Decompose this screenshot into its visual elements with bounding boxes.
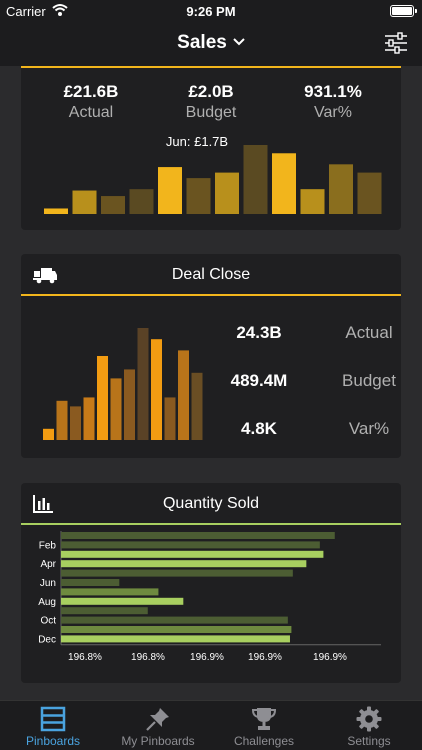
- carrier-label: Carrier: [6, 4, 46, 19]
- chart-bar[interactable]: [44, 208, 68, 214]
- filter-settings-icon[interactable]: [384, 32, 408, 54]
- kpi-label: Budget: [342, 371, 396, 390]
- status-bar: Carrier 9:26 PM: [0, 0, 422, 22]
- kpi-label: Budget: [185, 104, 237, 121]
- chart-bar[interactable]: [61, 616, 288, 624]
- chart-bar[interactable]: [61, 569, 293, 577]
- wifi-icon: [52, 4, 68, 16]
- chart-bar[interactable]: [272, 153, 296, 214]
- y-tick-label: Oct: [40, 616, 56, 627]
- tab-challenges[interactable]: Challenges: [211, 701, 317, 750]
- chart-bar[interactable]: [72, 190, 97, 214]
- bar-chart-icon: [33, 495, 53, 513]
- chart-bar[interactable]: [243, 145, 268, 214]
- tab-label: My Pinboards: [121, 734, 195, 748]
- chart-bar[interactable]: [97, 356, 108, 440]
- kpi-value: 931.1%: [304, 82, 362, 101]
- kpi-label: Actual: [345, 323, 393, 342]
- kpi-label: Actual: [68, 104, 114, 121]
- pinboards-icon: [40, 706, 66, 732]
- tab-pinboards[interactable]: Pinboards: [0, 701, 106, 750]
- chart-bar[interactable]: [61, 550, 324, 558]
- chart-bar[interactable]: [61, 532, 335, 539]
- chart-bar[interactable]: [56, 400, 68, 440]
- chart-bar[interactable]: [357, 172, 382, 214]
- y-tick-label: Feb: [39, 540, 57, 551]
- tab-label: Challenges: [233, 734, 295, 748]
- tab-my-pinboards[interactable]: My Pinboards: [105, 701, 211, 750]
- sales-bar-chart[interactable]: Jun: £1.7B: [21, 134, 401, 216]
- chart-bar[interactable]: [70, 406, 81, 440]
- delivery-truck-icon: [33, 268, 57, 284]
- gear-icon: [356, 706, 382, 732]
- x-tick-label: 196.9%: [190, 652, 224, 663]
- chart-bar[interactable]: [164, 397, 176, 440]
- nav-title: Sales: [177, 32, 227, 53]
- kpi-value: £21.6B: [63, 82, 119, 101]
- kpi-budget: £2.0B Budget: [151, 82, 271, 122]
- chart-bar[interactable]: [124, 369, 135, 440]
- chevron-down-icon: [233, 38, 245, 46]
- card-header: Deal Close: [21, 254, 401, 296]
- chart-bar[interactable]: [129, 189, 154, 214]
- deal-close-bar-chart[interactable]: [39, 304, 219, 454]
- chart-bar[interactable]: [61, 560, 307, 568]
- kpi-value: 489.4M: [230, 371, 288, 390]
- tab-label: Pinboards: [25, 734, 81, 748]
- chart-bar[interactable]: [191, 372, 203, 440]
- chart-bar[interactable]: [215, 172, 239, 214]
- card-title: Quantity Sold: [162, 495, 260, 512]
- chart-bar[interactable]: [61, 597, 184, 605]
- chart-bar[interactable]: [178, 350, 189, 440]
- x-tick-label: 196.9%: [313, 652, 347, 663]
- pinboard-selector[interactable]: Sales: [0, 32, 422, 54]
- trophy-icon: [251, 708, 277, 730]
- x-tick-label: 196.8%: [131, 652, 165, 663]
- nav-bar: Sales: [0, 22, 422, 66]
- kpi-actual: £21.6B Actual: [31, 82, 151, 122]
- deal-close-card[interactable]: Deal Close 24.3B Actual 489.4M Budget 4.…: [21, 254, 401, 458]
- chart-bar[interactable]: [101, 196, 125, 214]
- chart-bar[interactable]: [61, 626, 292, 633]
- chart-bar[interactable]: [61, 588, 159, 596]
- y-tick-label: Jun: [40, 578, 56, 589]
- kpi-var: 931.1% Var%: [273, 82, 393, 122]
- card-header: Quantity Sold: [21, 483, 401, 525]
- chart-bar[interactable]: [43, 428, 54, 440]
- chart-bar[interactable]: [61, 607, 148, 615]
- chart-bar[interactable]: [61, 635, 290, 643]
- kpi-value: 24.3B: [236, 323, 282, 342]
- chart-bar[interactable]: [110, 378, 122, 440]
- clock: 9:26 PM: [186, 4, 236, 19]
- bar-tooltip-label: Jun: £1.7B: [166, 134, 228, 149]
- kpi-label: Var%: [314, 104, 352, 121]
- tab-label: Settings: [347, 734, 391, 748]
- sales-kpi-card[interactable]: £21.6B Actual £2.0B Budget 931.1% Var% J…: [21, 66, 401, 230]
- chart-bar[interactable]: [137, 328, 149, 440]
- chart-bar[interactable]: [329, 164, 353, 214]
- sales-kpi-row: £21.6B Actual £2.0B Budget 931.1% Var%: [21, 82, 401, 122]
- card-title: Deal Close: [171, 266, 251, 283]
- chart-bar[interactable]: [83, 397, 95, 440]
- kpi-label: Var%: [348, 419, 390, 438]
- chart-bar[interactable]: [61, 541, 320, 549]
- kpi-value: £2.0B: [188, 82, 234, 101]
- y-tick-label: Apr: [40, 559, 56, 570]
- x-tick-label: 196.8%: [68, 652, 102, 663]
- battery-icon: [390, 5, 417, 17]
- tab-settings[interactable]: Settings: [316, 701, 422, 750]
- tab-bar: Pinboards My Pinboards Challenges: [0, 700, 422, 750]
- chart-bar[interactable]: [186, 178, 211, 214]
- quantity-sold-bar-chart[interactable]: Feb Apr Jun Aug Oct Dec 196.8% 196.8% 196.9% 196.…: [21, 531, 401, 681]
- x-tick-label: 196.9%: [248, 652, 282, 663]
- chart-bar[interactable]: [61, 579, 120, 586]
- chart-bar[interactable]: [151, 339, 162, 440]
- chart-bar[interactable]: [300, 189, 325, 214]
- pin-icon: [146, 708, 169, 731]
- kpi-value: 4.8K: [241, 419, 277, 438]
- chart-bar[interactable]: [158, 167, 182, 214]
- y-tick-label: Dec: [38, 634, 56, 645]
- quantity-sold-card[interactable]: Quantity Sold Feb Apr Jun Aug Oct Dec 196.8% 19…: [21, 483, 401, 683]
- y-tick-label: Aug: [38, 597, 56, 608]
